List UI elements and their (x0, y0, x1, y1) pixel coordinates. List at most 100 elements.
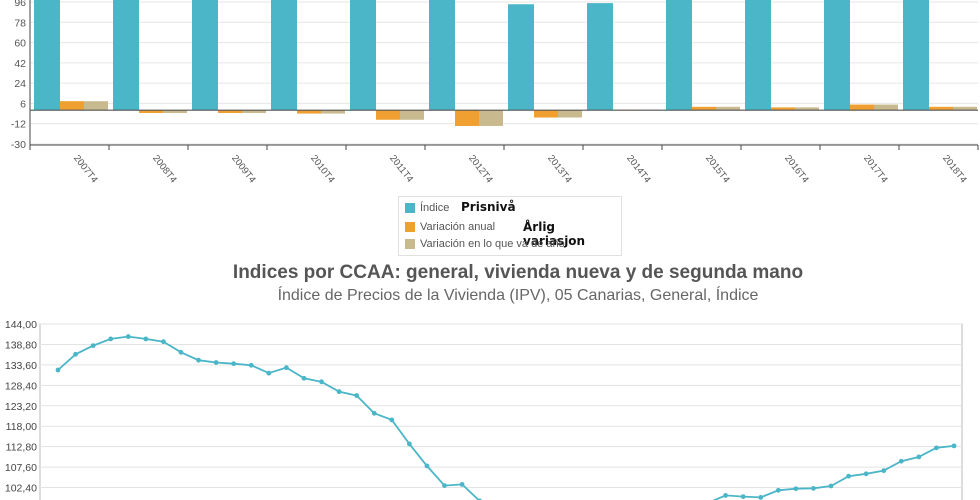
legend-swatch-variacion-anual (405, 222, 415, 232)
data-point (266, 370, 272, 376)
x-tick-label: 2007T4 (71, 153, 100, 185)
bar-chart-legend: Índice Prisnivå Variación anual Årlig va… (398, 196, 622, 256)
bar-1-2013T4 (534, 110, 558, 118)
bar-0-2009T4 (192, 0, 218, 111)
data-point (213, 360, 219, 365)
legend-note-prisniva: Prisnivå (461, 200, 516, 214)
bar-0-2008T4 (113, 0, 139, 111)
legend-note-arlig-variasjon: Årlig variasjon (523, 220, 586, 248)
data-point (301, 375, 307, 381)
data-point (758, 494, 764, 500)
bar-2-2018T4 (953, 106, 977, 111)
legend-label-indice: Índice (420, 202, 450, 214)
y-tick-label: 112,80 (6, 442, 37, 454)
legend-item-indice[interactable]: Índice (405, 200, 449, 216)
x-tick-label: 2011T4 (387, 153, 415, 185)
x-tick-label: 2015T4 (703, 153, 732, 185)
data-point (863, 471, 869, 477)
data-point (846, 473, 851, 479)
x-tick-label: 2016T4 (782, 153, 811, 185)
y-tick-label: -12 (11, 119, 26, 131)
bar-1-2018T4 (929, 106, 953, 111)
y-tick-label: 78 (14, 17, 26, 29)
y-tick-label: 60 (14, 38, 26, 50)
y-tick-label: 144,00 (5, 319, 37, 331)
legend-label-variacion-anual: Variación anual (420, 221, 496, 233)
data-point (143, 336, 149, 342)
data-point (951, 443, 957, 449)
data-point (828, 483, 834, 489)
bar-0-2015T4 (666, 0, 692, 111)
line-chart: 144,00 138,80 133,60 128,40 123,20 118,00 112,… (5, 319, 963, 500)
data-point (319, 379, 324, 385)
y-tick-label: 24 (14, 78, 26, 90)
data-point (793, 486, 799, 492)
bar-2-2008T4 (163, 110, 187, 114)
x-tick-label: 2013T4 (545, 153, 574, 185)
bar-2-2007T4 (84, 101, 108, 111)
bar-0-2007T4 (34, 0, 60, 111)
bar-0-2011T4 (350, 0, 376, 111)
bar-0-2010T4 (271, 0, 297, 111)
bar-0-2014T4 (587, 3, 613, 111)
data-point (55, 367, 61, 373)
x-tick-label: 2009T4 (229, 153, 258, 185)
data-point (336, 389, 342, 395)
y-tick-label: 118,00 (6, 421, 37, 433)
bar-0-2018T4 (903, 0, 929, 111)
legend-swatch-variacion-ano (405, 239, 415, 249)
data-point (248, 362, 254, 368)
bar-0-2013T4 (508, 4, 534, 111)
bar-0-2012T4 (429, 0, 455, 111)
data-point (740, 494, 746, 499)
data-point (389, 417, 395, 423)
data-point (90, 343, 96, 349)
x-tick-label: 2008T4 (150, 153, 179, 185)
bar-1-2015T4 (692, 106, 716, 111)
data-point (161, 339, 166, 345)
x-tick-label: 2017T4 (861, 153, 890, 185)
bar-1-2012T4 (455, 110, 479, 126)
data-point (934, 445, 939, 451)
data-point (406, 441, 412, 447)
x-tick-label: 2010T4 (308, 153, 337, 185)
bar-2-2012T4 (479, 110, 503, 126)
bar-1-2011T4 (376, 110, 400, 120)
x-tick-label: 2018T4 (940, 153, 969, 185)
bar-2-2016T4 (795, 107, 819, 111)
bar-2-2010T4 (321, 110, 345, 114)
y-tick-label: 42 (14, 58, 26, 70)
bar-2-2013T4 (558, 110, 582, 118)
y-tick-label: 133,60 (5, 360, 37, 372)
bar-2-2017T4 (874, 104, 898, 111)
y-tick-label: -30 (11, 139, 26, 151)
data-point (775, 487, 781, 493)
data-point (108, 336, 114, 342)
data-point (125, 334, 131, 339)
y-tick-label: 107,60 (5, 462, 37, 474)
bar-1-2010T4 (297, 110, 321, 114)
data-point (73, 351, 78, 357)
legend-swatch-indice (405, 203, 415, 213)
data-point (916, 454, 922, 460)
legend-item-variacion-ano[interactable]: Variación en lo que va de año (405, 236, 565, 252)
bar-1-2017T4 (850, 104, 874, 111)
bar-2-2009T4 (242, 110, 266, 114)
data-point (354, 393, 360, 398)
data-point (231, 361, 237, 367)
y-tick-label: 138,80 (5, 339, 37, 351)
data-point (459, 482, 465, 487)
bar-chart: 96 78 60 42 24 6 -12 -30 2007T4 2008T4 2009T4 2010T… (11, 0, 979, 185)
bar-1-2008T4 (139, 110, 163, 114)
data-point (442, 483, 447, 488)
data-point (898, 458, 904, 464)
x-tick-label: 2012T4 (466, 153, 495, 185)
line-chart-title: Indices por CCAA: general, vivienda nuev… (232, 262, 804, 283)
bar-1-2009T4 (218, 110, 242, 114)
y-tick-label: 96 (14, 0, 26, 9)
data-point (723, 493, 729, 498)
data-point (371, 410, 377, 416)
series-line (57, 335, 955, 500)
legend-item-variacion-anual[interactable]: Variación anual (405, 219, 495, 235)
data-point (178, 349, 184, 355)
